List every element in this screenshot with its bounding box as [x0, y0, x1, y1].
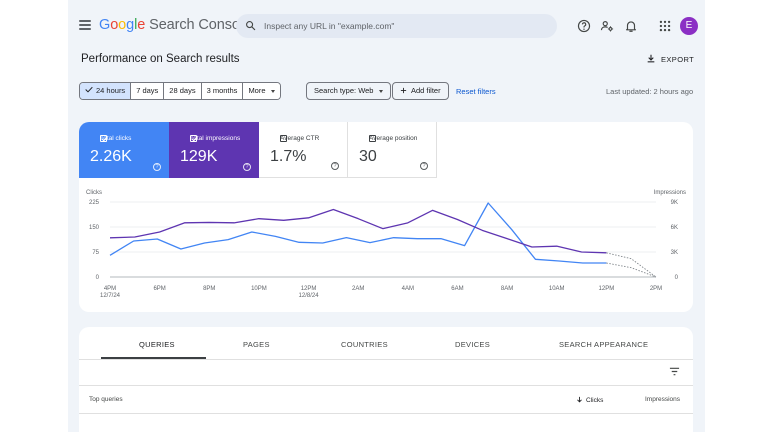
- tab-devices[interactable]: DEVICES: [455, 340, 491, 349]
- metric-total-clicks[interactable]: Total clicks 2.26K ?: [79, 122, 169, 178]
- impressions-series-line: [109, 208, 607, 254]
- left-tick-label: 75: [92, 250, 99, 256]
- performance-card: Total clicks 2.26K ? Total impressions 1…: [79, 122, 693, 312]
- manage-users-icon[interactable]: [600, 19, 614, 33]
- apps-grid-icon[interactable]: [658, 19, 672, 33]
- search-type-dropdown[interactable]: Search type: Web: [306, 82, 392, 100]
- metric-total-impressions[interactable]: Total impressions 129K ?: [169, 122, 259, 178]
- check-icon: [85, 86, 93, 93]
- left-axis-title: Clicks: [86, 190, 102, 196]
- right-axis-title: Impressions: [654, 190, 686, 196]
- right-tick-label: 0: [675, 275, 679, 281]
- help-icon[interactable]: ?: [420, 162, 428, 170]
- performance-chart[interactable]: Clicks Impressions 225 9K 150 6K 75 3K 0 0 4PM12/7…: [79, 182, 693, 307]
- x-tick-label: 4PM: [104, 286, 116, 292]
- metric-label: Average CTR: [280, 135, 320, 142]
- product-name: Search Console: [149, 17, 251, 33]
- checkbox-checked-icon: [190, 135, 197, 142]
- range-3-months[interactable]: 3 months: [201, 83, 244, 99]
- impressions-projected-line: [606, 252, 657, 278]
- x-tick-label: 4AM: [402, 286, 414, 292]
- metric-average-ctr[interactable]: Average CTR 1.7% ?: [259, 122, 348, 178]
- x-tick-label: 10AM: [549, 286, 565, 292]
- download-icon: [647, 54, 655, 63]
- reset-filters-link[interactable]: Reset filters: [456, 87, 496, 96]
- url-inspection-input[interactable]: [264, 14, 544, 38]
- x-tick-label: 2PM: [650, 286, 662, 292]
- x-tick-label: 6AM: [451, 286, 463, 292]
- checkbox-unchecked-icon: [280, 135, 287, 142]
- tab-pages[interactable]: PAGES: [243, 340, 270, 349]
- divider: [79, 413, 693, 414]
- export-label: EXPORT: [661, 55, 695, 64]
- dimension-table-card: QUERIES PAGES COUNTRIES DEVICES SEARCH A…: [79, 327, 693, 432]
- metric-average-position[interactable]: Average position 30 ?: [348, 122, 437, 178]
- search-icon: [246, 21, 256, 31]
- checkbox-checked-icon: [100, 135, 107, 142]
- left-tick-label: 150: [89, 225, 100, 231]
- range-more-dropdown[interactable]: More: [243, 83, 280, 99]
- metric-value: 1.7%: [270, 148, 307, 165]
- clicks-series-line: [109, 202, 607, 264]
- range-28-days[interactable]: 28 days: [164, 83, 202, 99]
- tab-countries[interactable]: COUNTRIES: [341, 340, 388, 349]
- help-icon[interactable]: [577, 19, 591, 33]
- x-tick-label: 8PM: [203, 286, 215, 292]
- metric-label: Average position: [369, 135, 418, 142]
- metric-label: Total impressions: [190, 135, 241, 142]
- right-tick-label: 9K: [671, 200, 678, 206]
- last-updated-text: Last updated: 2 hours ago: [606, 87, 694, 96]
- tab-search-appearance[interactable]: SEARCH APPEARANCE: [559, 340, 649, 349]
- url-inspection-search[interactable]: [236, 14, 557, 38]
- x-tick-label: 8AM: [501, 286, 513, 292]
- active-tab-indicator: [101, 357, 206, 359]
- product-logo[interactable]: Google Search Console: [99, 17, 251, 33]
- divider: [79, 359, 693, 360]
- google-wordmark: Google: [99, 17, 146, 33]
- x-tick-date-label: 12/7/24: [100, 293, 121, 299]
- notifications-bell-icon[interactable]: [624, 19, 638, 33]
- metric-value: 2.26K: [90, 148, 132, 165]
- right-tick-label: 6K: [671, 225, 678, 231]
- help-icon[interactable]: ?: [331, 162, 339, 170]
- column-header-top-queries[interactable]: Top queries: [89, 396, 123, 403]
- top-bar: Google Search Console E: [68, 8, 705, 44]
- column-header-clicks[interactable]: Clicks: [576, 396, 603, 404]
- range-7-days[interactable]: 7 days: [131, 83, 165, 99]
- add-filter-button[interactable]: Add filter: [392, 82, 449, 100]
- left-tick-label: 0: [96, 275, 100, 281]
- account-avatar[interactable]: E: [680, 17, 698, 35]
- checkbox-unchecked-icon: [369, 135, 376, 142]
- x-tick-date-label: 12/8/24: [299, 293, 320, 299]
- page-title: Performance on Search results: [81, 53, 240, 65]
- filter-rows-icon[interactable]: [669, 367, 680, 376]
- left-tick-label: 225: [89, 200, 100, 206]
- range-24-hours[interactable]: 24 hours: [80, 83, 132, 99]
- x-tick-label: 10PM: [251, 286, 267, 292]
- right-tick-label: 3K: [671, 250, 678, 256]
- sort-descending-arrow-icon: [577, 396, 582, 403]
- metric-value: 129K: [180, 148, 218, 165]
- help-icon[interactable]: ?: [153, 163, 161, 171]
- column-header-impressions[interactable]: Impressions: [645, 396, 681, 403]
- main-menu-icon[interactable]: [79, 20, 91, 30]
- metric-value: 30: [359, 148, 377, 165]
- divider: [79, 385, 693, 386]
- caret-down-icon: [270, 89, 275, 93]
- x-tick-label: 12PM: [301, 286, 317, 292]
- plus-icon: [400, 87, 407, 93]
- date-range-selector: 24 hours 7 days 28 days 3 months More: [79, 82, 281, 100]
- clicks-projected-line: [606, 262, 657, 278]
- search-console-app: Google Search Console E Performance on S…: [68, 0, 705, 432]
- x-tick-label: 6PM: [153, 286, 165, 292]
- tab-queries[interactable]: QUERIES: [139, 340, 175, 349]
- x-tick-label: 2AM: [352, 286, 364, 292]
- metric-label: Total clicks: [100, 135, 132, 142]
- x-tick-label: 12PM: [599, 286, 615, 292]
- caret-down-icon: [379, 89, 384, 93]
- help-icon[interactable]: ?: [243, 163, 251, 171]
